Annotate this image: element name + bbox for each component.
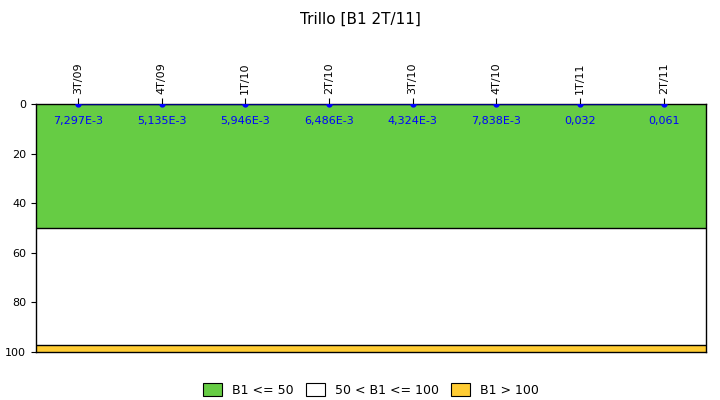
Text: 5,946E-3: 5,946E-3 — [220, 116, 270, 126]
Bar — [36, 228, 706, 344]
Bar — [36, 104, 706, 228]
Text: 5,135E-3: 5,135E-3 — [137, 116, 186, 126]
Text: 4,324E-3: 4,324E-3 — [387, 116, 438, 126]
Bar — [36, 344, 706, 352]
Text: Trillo [B1 2T/11]: Trillo [B1 2T/11] — [300, 12, 420, 27]
Text: 7,838E-3: 7,838E-3 — [472, 116, 521, 126]
Legend: B1 <= 50, 50 < B1 <= 100, B1 > 100: B1 <= 50, 50 < B1 <= 100, B1 > 100 — [198, 378, 544, 400]
Text: 6,486E-3: 6,486E-3 — [304, 116, 354, 126]
Text: 0,061: 0,061 — [648, 116, 680, 126]
Text: 7,297E-3: 7,297E-3 — [53, 116, 103, 126]
Text: 0,032: 0,032 — [564, 116, 596, 126]
